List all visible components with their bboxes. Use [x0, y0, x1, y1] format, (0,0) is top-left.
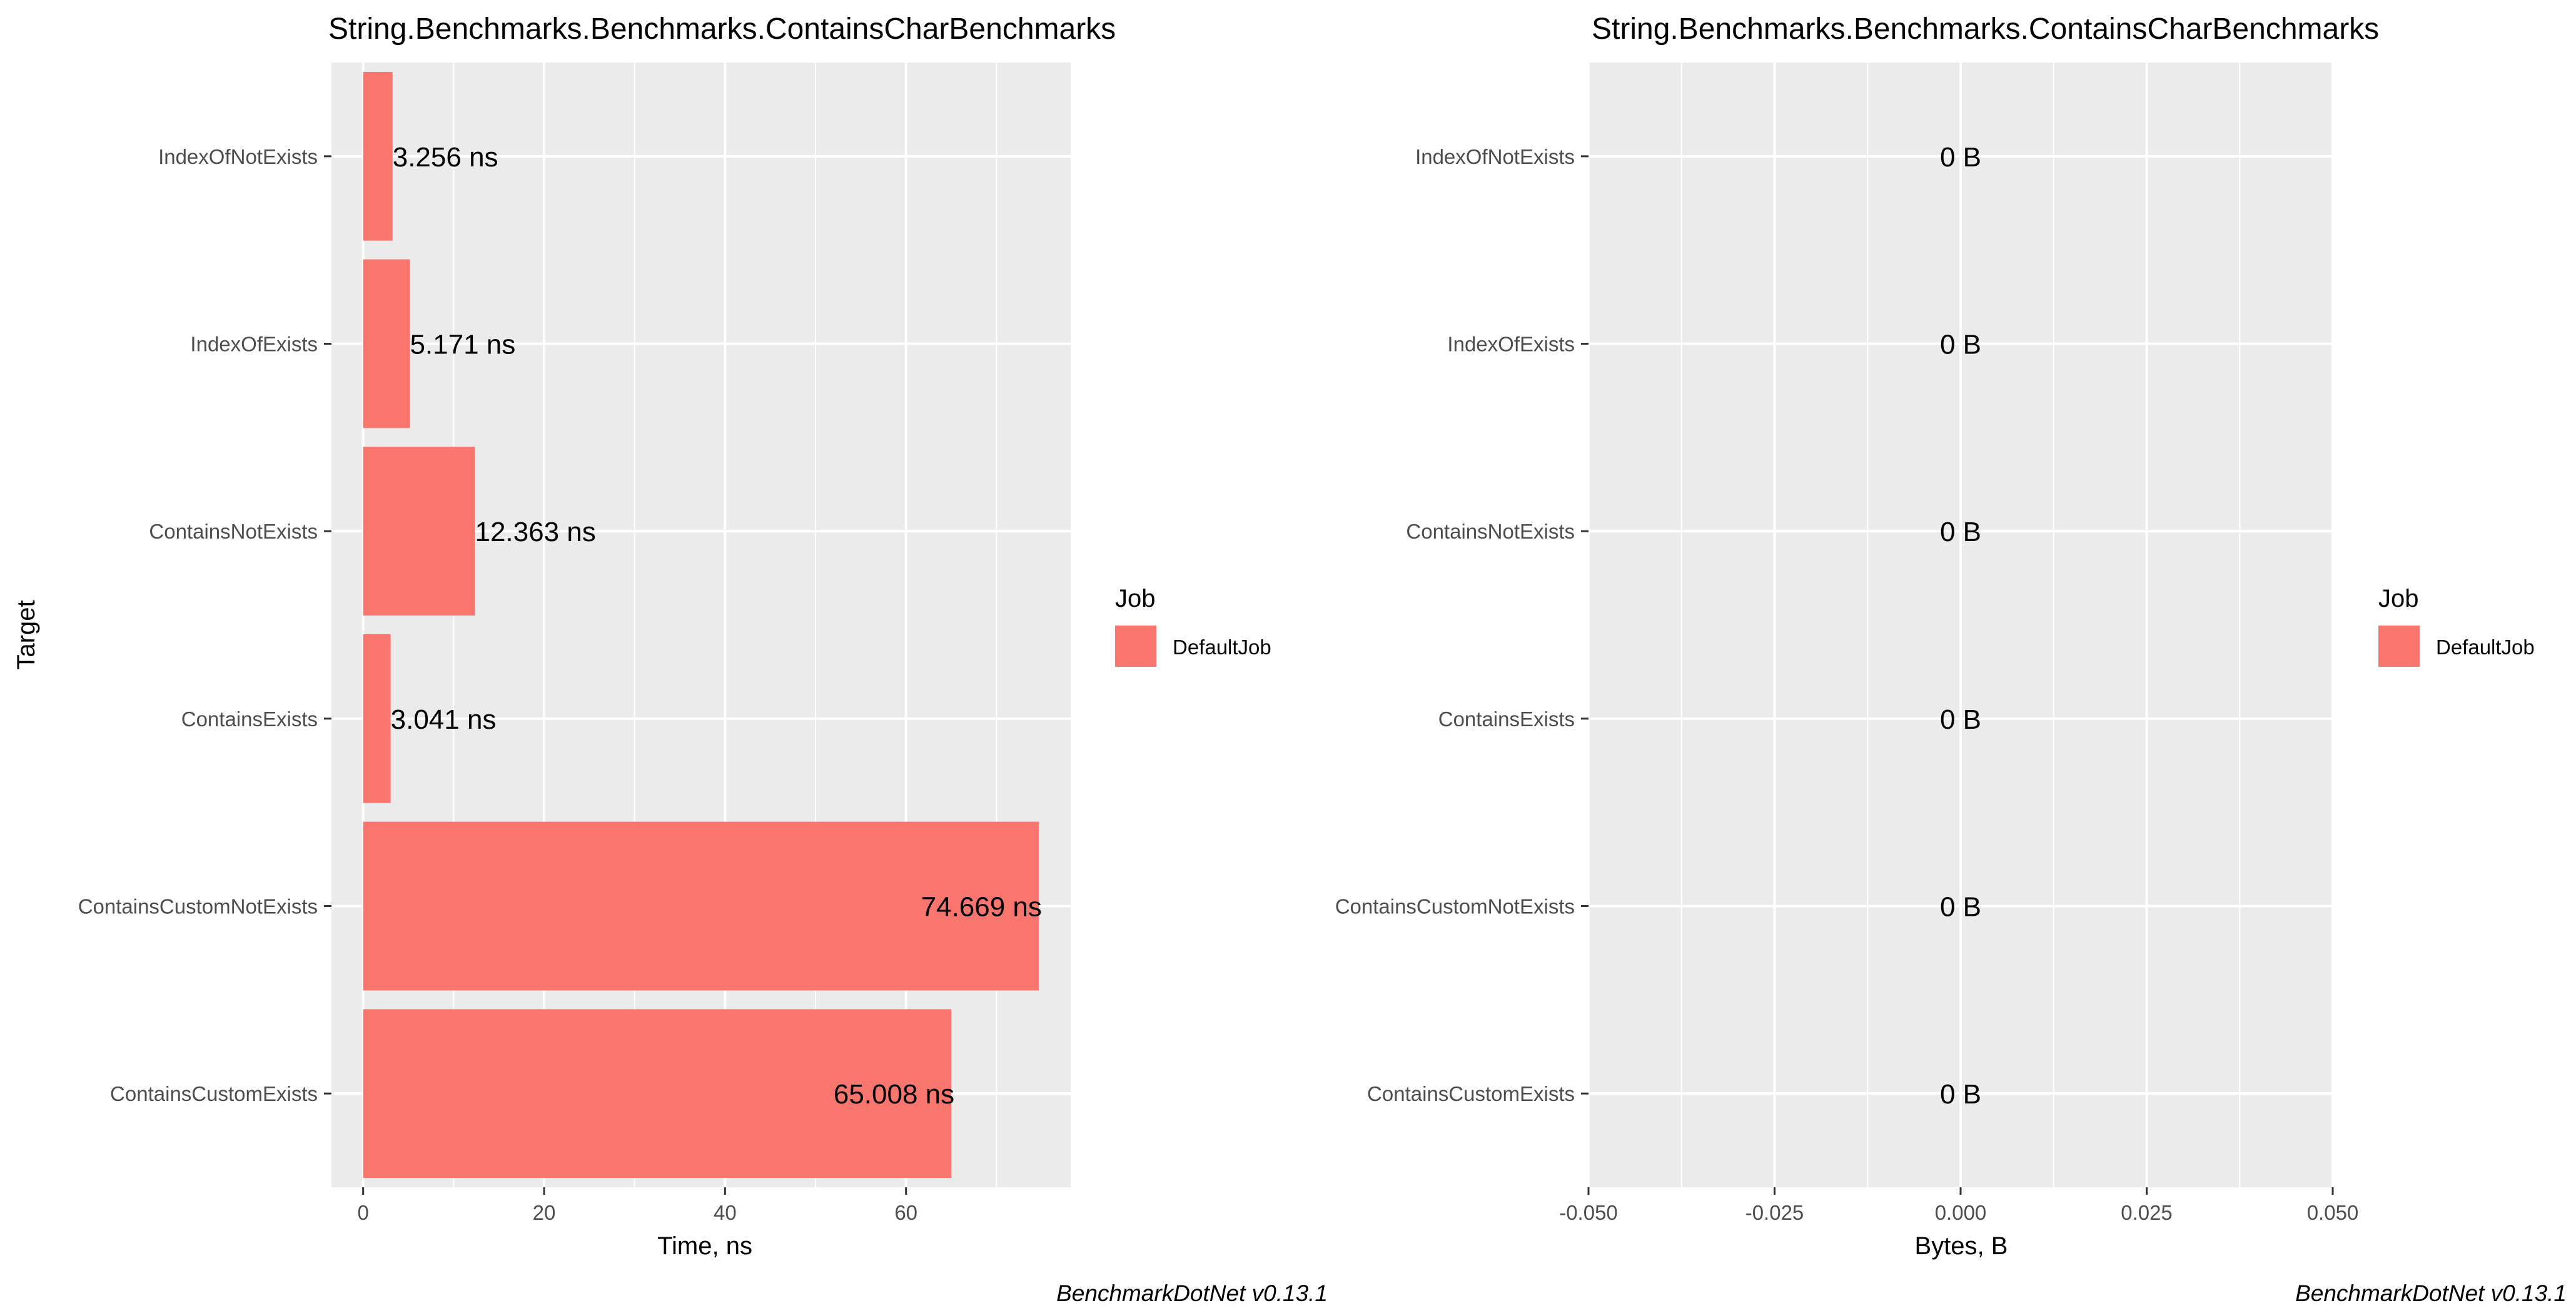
- y-tick-label: IndexOfExists: [1447, 333, 1575, 356]
- bytes-x-axis-label: Bytes, B: [1915, 1232, 2008, 1260]
- data-label: 0 B: [1940, 517, 1981, 547]
- time-legend-title: Job: [1115, 585, 1156, 612]
- time-category-labels: IndexOfNotExists IndexOfExists ContainsNot…: [78, 145, 331, 1105]
- data-label: 0 B: [1940, 1079, 1981, 1110]
- x-tick-label: 40: [714, 1201, 737, 1224]
- y-tick-label: IndexOfExists: [190, 333, 318, 356]
- time-chart: String.Benchmarks.Benchmarks.ContainsCha…: [13, 13, 1328, 1306]
- y-tick-label: IndexOfNotExists: [158, 145, 318, 168]
- bytes-legend-swatch: [2378, 626, 2420, 667]
- time-legend-swatch: [1115, 626, 1156, 667]
- time-y-axis-label: Target: [13, 600, 40, 669]
- bar: [363, 1009, 952, 1179]
- data-label: 0 B: [1940, 704, 1981, 735]
- time-legend: Job DefaultJob: [1115, 585, 1271, 667]
- bar: [363, 71, 393, 241]
- data-label: 3.256 ns: [393, 142, 498, 173]
- y-tick-label: ContainsNotExists: [1406, 520, 1575, 543]
- time-chart-title: String.Benchmarks.Benchmarks.ContainsCha…: [328, 13, 1116, 46]
- data-label: 3.041 ns: [391, 704, 497, 735]
- x-tick-label: 0: [357, 1201, 368, 1224]
- y-tick-label: ContainsExists: [1438, 707, 1575, 731]
- x-tick-label: 60: [894, 1201, 917, 1224]
- data-label: 0 B: [1940, 330, 1981, 360]
- bytes-legend-entry: DefaultJob: [2436, 636, 2535, 659]
- bytes-legend: Job DefaultJob: [2378, 585, 2535, 667]
- bar: [363, 447, 475, 616]
- x-tick-label: -0.025: [1745, 1201, 1804, 1224]
- bytes-chart-title: String.Benchmarks.Benchmarks.ContainsCha…: [1592, 13, 2379, 46]
- time-bars: [363, 71, 1039, 1179]
- data-label: 65.008 ns: [834, 1079, 954, 1110]
- x-tick-label: 0.025: [2121, 1201, 2173, 1224]
- bytes-legend-title: Job: [2378, 585, 2419, 612]
- x-tick-label: 20: [533, 1201, 556, 1224]
- bytes-chart: String.Benchmarks.Benchmarks.ContainsCha…: [1335, 13, 2567, 1306]
- data-label: 74.669 ns: [921, 892, 1042, 923]
- time-caption: BenchmarkDotNet v0.13.1: [1056, 1280, 1328, 1306]
- y-tick-label: IndexOfNotExists: [1415, 145, 1575, 168]
- y-tick-label: ContainsCustomExists: [1367, 1082, 1575, 1105]
- bar: [363, 634, 391, 803]
- bytes-gridlines: [1587, 63, 2334, 1187]
- time-x-ticks: 0 20 40 60: [357, 1187, 917, 1224]
- x-tick-label: 0.050: [2307, 1201, 2359, 1224]
- bar: [363, 259, 410, 428]
- y-tick-label: ContainsCustomNotExists: [1335, 895, 1575, 918]
- data-label: 5.171 ns: [410, 330, 515, 360]
- bytes-category-labels: IndexOfNotExists IndexOfExists ContainsNot…: [1335, 145, 1589, 1105]
- y-tick-label: ContainsCustomExists: [110, 1082, 318, 1105]
- bytes-data-labels: 0 B 0 B 0 B 0 B 0 B 0 B: [1940, 142, 1981, 1110]
- bytes-x-ticks: -0.050 -0.025 0.000 0.025 0.050: [1559, 1187, 2358, 1224]
- y-tick-label: ContainsExists: [181, 707, 318, 731]
- x-tick-label: 0.000: [1935, 1201, 1987, 1224]
- y-tick-label: ContainsCustomNotExists: [78, 895, 318, 918]
- data-label: 0 B: [1940, 892, 1981, 923]
- time-x-axis-label: Time, ns: [657, 1232, 752, 1260]
- data-label: 0 B: [1940, 142, 1981, 173]
- data-label: 12.363 ns: [475, 517, 595, 547]
- time-legend-entry: DefaultJob: [1173, 636, 1271, 659]
- bar: [363, 821, 1039, 991]
- time-plot-panel: [331, 63, 1071, 1187]
- x-tick-label: -0.050: [1559, 1201, 1618, 1224]
- y-tick-label: ContainsNotExists: [149, 520, 318, 543]
- bytes-caption: BenchmarkDotNet v0.13.1: [2295, 1280, 2567, 1306]
- time-data-labels: 3.256 ns 5.171 ns 12.363 ns 3.041 ns 74.669 …: [391, 142, 1042, 1110]
